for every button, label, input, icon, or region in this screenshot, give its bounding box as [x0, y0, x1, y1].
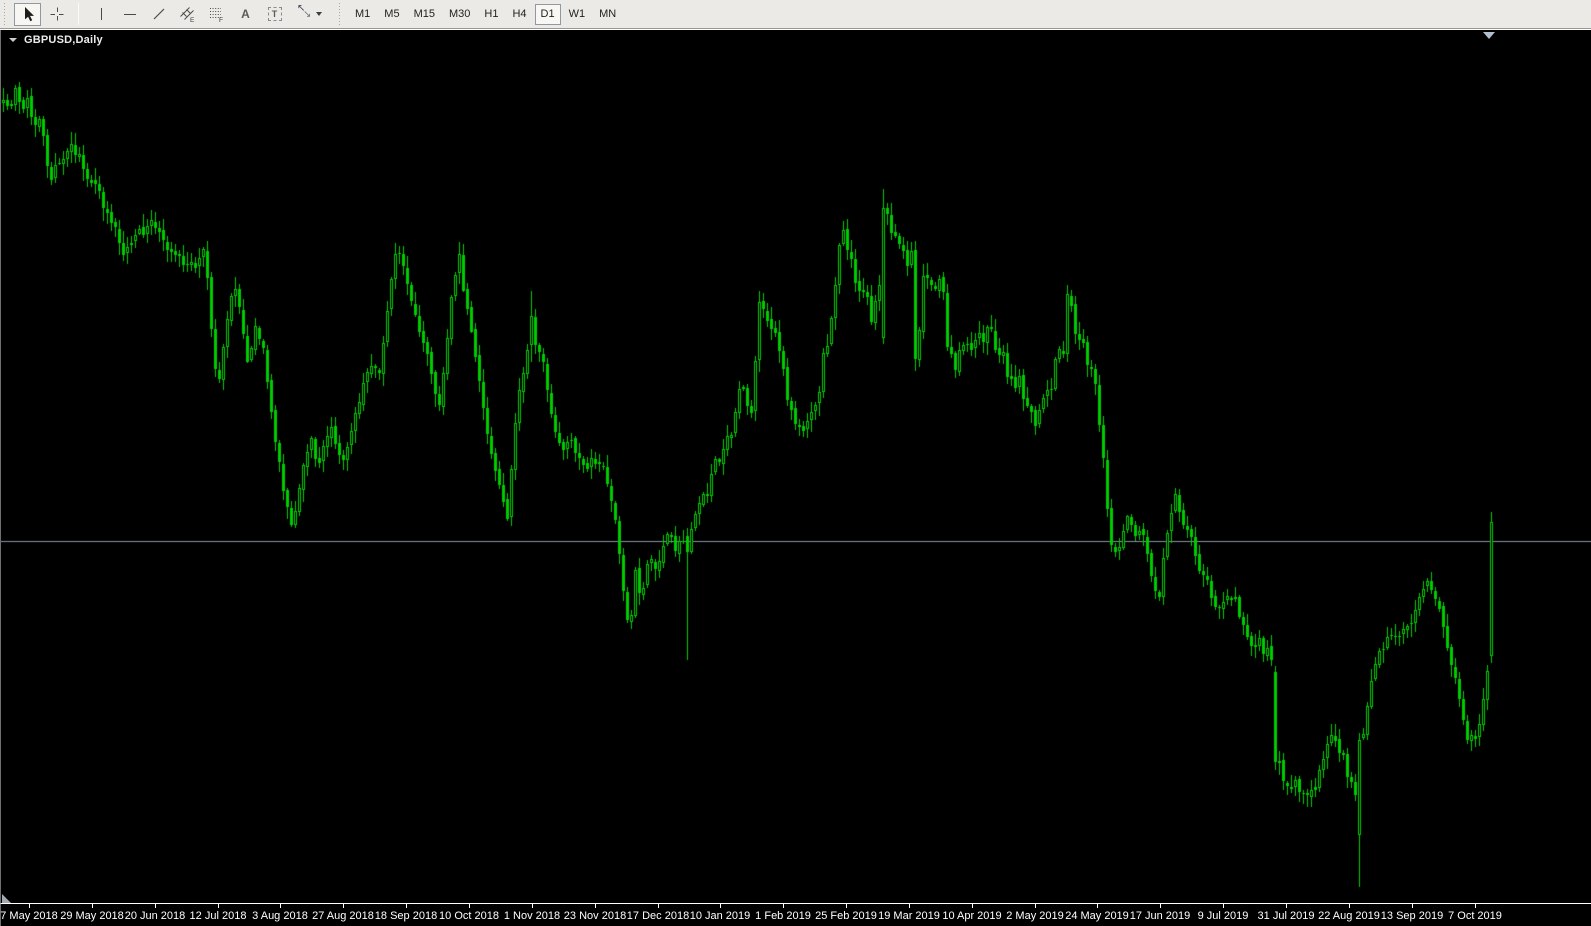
timeframe-button-d1[interactable]: D1	[535, 4, 561, 25]
timeframe-button-m30[interactable]: M30	[443, 4, 476, 25]
time-axis-tick	[720, 904, 721, 908]
time-axis-tick	[658, 904, 659, 908]
time-axis-tick	[909, 904, 910, 908]
arrows-tool-button[interactable]: ↖ ↘	[290, 3, 328, 26]
time-axis-label: 7 Oct 2019	[1448, 910, 1502, 922]
crosshair-tool-button[interactable]	[43, 3, 70, 26]
text-tool-button[interactable]: A	[232, 3, 259, 26]
equidistant-channel-tool-button[interactable]: E	[174, 3, 201, 26]
time-axis-label: 31 Jul 2019	[1258, 910, 1315, 922]
time-axis-label: 23 Nov 2018	[564, 910, 626, 922]
fibonacci-tool-button[interactable]: F	[203, 3, 230, 26]
mt4-window: E F A T ↖ ↘	[0, 0, 1591, 926]
time-axis-tick	[155, 904, 156, 908]
text-icon: A	[241, 7, 250, 21]
time-axis-tick	[1160, 904, 1161, 908]
time-axis-label: 3 Aug 2018	[252, 910, 308, 922]
time-axis-label: 1 Feb 2019	[755, 910, 811, 922]
timeframe-button-m15[interactable]: M15	[408, 4, 441, 25]
time-axis-tick	[1349, 904, 1350, 908]
time-axis-label: 17 Dec 2018	[627, 910, 689, 922]
chart-shift-marker-icon[interactable]	[1483, 32, 1495, 39]
time-axis-label: 20 Jun 2018	[125, 910, 186, 922]
time-axis-label: 1 Nov 2018	[504, 910, 560, 922]
text-label-icon: T	[268, 7, 282, 21]
arrows-icon: ↖ ↘	[296, 6, 312, 22]
svg-text:E: E	[190, 17, 195, 23]
time-axis[interactable]: 7 May 201829 May 201820 Jun 2018 12 Jul 2…	[0, 903, 1591, 926]
time-axis-tick	[406, 904, 407, 908]
time-axis-tick	[29, 904, 30, 908]
time-axis-tick	[1412, 904, 1413, 908]
timeframe-button-m1[interactable]: M1	[349, 4, 376, 25]
timeframe-button-mn[interactable]: MN	[593, 4, 622, 25]
cursor-icon	[20, 6, 36, 22]
time-axis-tick	[783, 904, 784, 908]
symbol-dropdown-icon	[9, 38, 17, 42]
timeframe-button-m5[interactable]: M5	[378, 4, 405, 25]
text-label-tool-button[interactable]: T	[261, 3, 288, 26]
trendline-tool-button[interactable]	[145, 3, 172, 26]
chart-area[interactable]: GBPUSD,Daily	[0, 30, 1591, 903]
toolbar-separator-1	[78, 3, 79, 25]
vertical-line-tool-button[interactable]	[87, 3, 114, 26]
horizontal-line-icon	[122, 6, 138, 22]
time-axis-tick	[218, 904, 219, 908]
time-axis-label: 10 Jan 2019	[690, 910, 751, 922]
quick-navigation-icon[interactable]	[2, 894, 11, 903]
time-axis-tick	[92, 904, 93, 908]
crosshair-icon	[49, 6, 65, 22]
time-axis-label: 2 May 2019	[1006, 910, 1063, 922]
time-axis-tick	[846, 904, 847, 908]
candlestick-canvas[interactable]	[1, 30, 1591, 903]
time-axis-tick	[469, 904, 470, 908]
time-axis-tick	[1097, 904, 1098, 908]
time-axis-label: 24 May 2019	[1065, 910, 1129, 922]
time-axis-tick	[1475, 904, 1476, 908]
symbol-text: GBPUSD,Daily	[24, 34, 103, 46]
timeframe-button-w1[interactable]: W1	[563, 4, 592, 25]
vertical-line-icon	[93, 6, 109, 22]
time-axis-label: 27 Aug 2018	[312, 910, 374, 922]
time-axis-label: 12 Jul 2018	[190, 910, 247, 922]
time-axis-label: 18 Sep 2018	[375, 910, 437, 922]
arrows-dropdown-caret[interactable]	[316, 12, 322, 16]
time-axis-label: 19 Mar 2019	[878, 910, 940, 922]
time-axis-label: 13 Sep 2019	[1381, 910, 1443, 922]
time-axis-label: 10 Apr 2019	[942, 910, 1001, 922]
time-axis-label: 25 Feb 2019	[815, 910, 877, 922]
time-axis-label: 29 May 2018	[60, 910, 124, 922]
time-axis-label: 22 Aug 2019	[1318, 910, 1380, 922]
time-axis-label: 10 Oct 2018	[439, 910, 499, 922]
time-axis-tick	[1223, 904, 1224, 908]
toolbar-grip-timeframes[interactable]	[339, 3, 342, 25]
trendline-icon	[151, 6, 167, 22]
time-axis-label: 17 Jun 2019	[1130, 910, 1191, 922]
toolbar-grip-left[interactable]	[4, 3, 7, 25]
svg-text:F: F	[219, 17, 223, 23]
timeframe-button-h1[interactable]: H1	[478, 4, 504, 25]
time-axis-tick	[343, 904, 344, 908]
horizontal-line-tool-button[interactable]	[116, 3, 143, 26]
time-axis-tick	[532, 904, 533, 908]
time-axis-tick	[595, 904, 596, 908]
equidistant-channel-icon: E	[179, 6, 196, 23]
timeframe-buttons: M1M5M15M30H1H4D1W1MN	[348, 4, 623, 25]
cursor-tool-button[interactable]	[14, 3, 41, 26]
time-axis-tick	[280, 904, 281, 908]
timeframe-button-h4[interactable]: H4	[506, 4, 532, 25]
time-axis-tick	[1286, 904, 1287, 908]
toolbar: E F A T ↖ ↘	[0, 0, 1591, 28]
chart-symbol-label[interactable]: GBPUSD,Daily	[9, 34, 103, 46]
time-axis-tick	[1035, 904, 1036, 908]
fibonacci-icon: F	[208, 6, 225, 23]
time-axis-label: 7 May 2018	[0, 910, 57, 922]
time-axis-tick	[972, 904, 973, 908]
time-axis-label: 9 Jul 2019	[1198, 910, 1249, 922]
